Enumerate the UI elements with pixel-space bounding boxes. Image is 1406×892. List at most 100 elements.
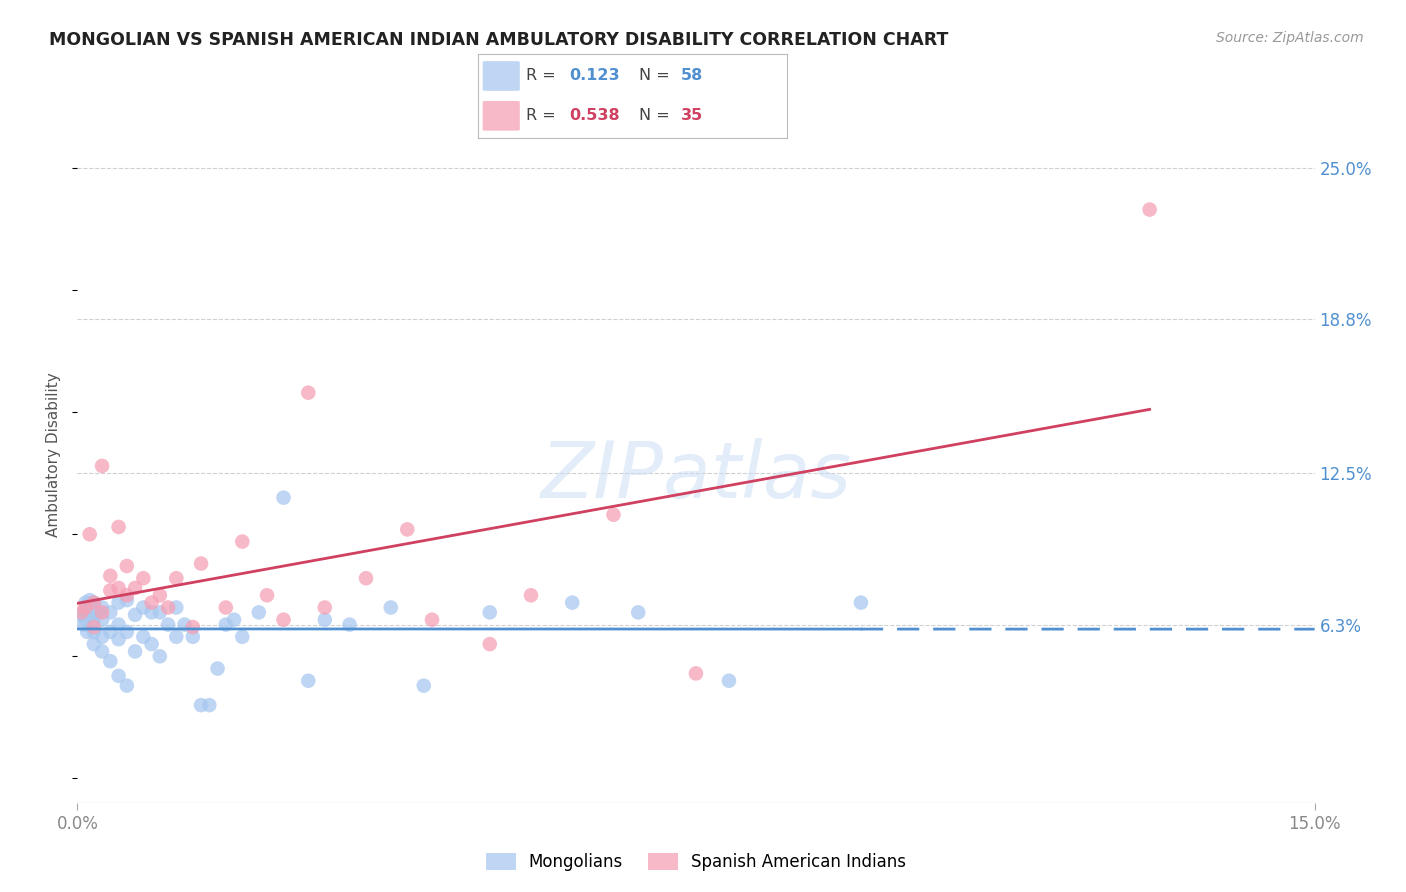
Point (314, 613, 336, 627)
Point (561, 596, 583, 610)
Text: 0.538: 0.538 (569, 108, 620, 123)
Point (98, 583, 121, 598)
Point (215, 600, 238, 615)
Text: R =: R = (526, 69, 555, 84)
Point (79, 527, 101, 541)
Point (198, 698, 221, 713)
Text: N =: N = (638, 108, 669, 123)
Point (314, 600, 336, 615)
Point (273, 613, 295, 627)
Point (115, 679, 138, 693)
Text: MONGOLIAN VS SPANISH AMERICAN INDIAN AMBULATORY DISABILITY CORRELATION CHART: MONGOLIAN VS SPANISH AMERICAN INDIAN AMB… (49, 31, 949, 49)
Point (91, 600, 114, 615)
Point (83, 624, 105, 639)
Point (75, 596, 97, 610)
Point (83, 596, 105, 610)
Point (98, 606, 121, 620)
Point (165, 571, 187, 585)
Point (297, 385, 319, 400)
Point (132, 600, 155, 615)
Point (207, 661, 229, 675)
Point (231, 534, 253, 549)
Point (91, 644, 114, 658)
Point (141, 637, 163, 651)
Point (107, 669, 129, 683)
Point (87, 606, 110, 620)
Point (115, 588, 138, 602)
Text: 58: 58 (681, 69, 703, 84)
Point (149, 588, 172, 602)
Point (76, 624, 98, 639)
Point (717, 673, 740, 688)
Point (627, 606, 650, 620)
Point (222, 613, 245, 627)
Point (107, 596, 129, 610)
Point (190, 698, 212, 713)
Point (132, 630, 155, 644)
Point (124, 581, 146, 595)
Point (70, 606, 93, 620)
Text: Source: ZipAtlas.com: Source: ZipAtlas.com (1216, 31, 1364, 45)
Point (132, 571, 155, 585)
Point (75, 606, 97, 620)
Point (520, 588, 543, 602)
Point (83, 596, 105, 610)
Text: ZIPatlas: ZIPatlas (540, 438, 852, 514)
Point (75, 600, 97, 615)
Point (602, 508, 624, 522)
Point (181, 630, 204, 644)
Point (79, 607, 101, 622)
Point (412, 679, 434, 693)
Point (91, 458, 114, 473)
Point (165, 630, 187, 644)
Point (247, 606, 270, 620)
Point (107, 617, 129, 632)
Point (173, 617, 195, 632)
Point (380, 600, 402, 615)
Point (256, 588, 278, 602)
Point (107, 520, 129, 534)
Point (83, 620, 105, 634)
Point (273, 491, 295, 505)
Point (107, 632, 129, 647)
Point (70, 607, 93, 622)
Point (478, 637, 501, 651)
Point (107, 581, 129, 595)
Point (420, 613, 443, 627)
Text: R =: R = (526, 108, 555, 123)
Point (339, 617, 361, 632)
Point (91, 606, 114, 620)
Point (141, 596, 163, 610)
Point (157, 600, 180, 615)
Point (75, 613, 97, 627)
Point (115, 593, 138, 607)
Point (685, 666, 707, 681)
Point (115, 624, 138, 639)
FancyBboxPatch shape (482, 101, 520, 130)
Point (98, 568, 121, 582)
Point (157, 617, 180, 632)
Point (165, 600, 187, 615)
Point (98, 624, 121, 639)
Point (91, 613, 114, 627)
Point (396, 522, 419, 536)
Y-axis label: Ambulatory Disability: Ambulatory Disability (46, 373, 62, 537)
Text: N =: N = (638, 69, 669, 84)
Point (83, 613, 105, 627)
Point (190, 557, 212, 571)
Point (115, 559, 138, 574)
Point (478, 606, 501, 620)
Point (91, 630, 114, 644)
Point (124, 607, 146, 622)
Point (124, 644, 146, 658)
Point (215, 617, 238, 632)
Point (149, 606, 172, 620)
Point (1139, 202, 1161, 217)
Point (141, 606, 163, 620)
FancyBboxPatch shape (482, 62, 520, 91)
Point (231, 630, 253, 644)
Text: 35: 35 (681, 108, 703, 123)
Text: 0.123: 0.123 (569, 69, 620, 84)
Point (79, 593, 101, 607)
Legend: Mongolians, Spanish American Indians: Mongolians, Spanish American Indians (479, 847, 912, 878)
